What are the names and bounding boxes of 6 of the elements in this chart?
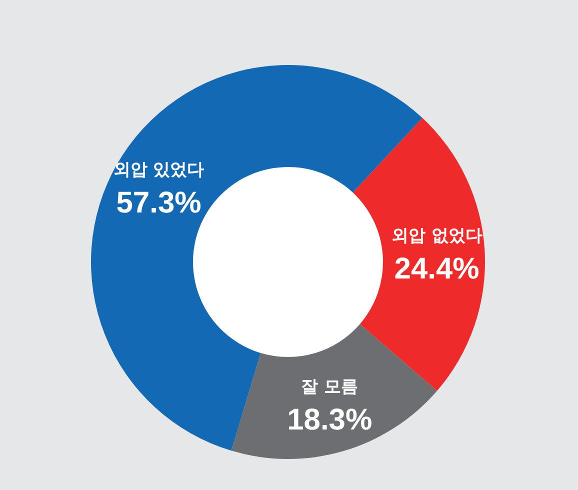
data-label: 57.3% [116,186,202,220]
data-label: 24.4% [394,252,480,286]
slice-label: 외압 없었다 [391,226,482,246]
data-label: 18.3% [287,404,372,437]
slice-label: 외압 있었다 [113,160,204,180]
slice-label: 잘 모름 [301,377,358,398]
